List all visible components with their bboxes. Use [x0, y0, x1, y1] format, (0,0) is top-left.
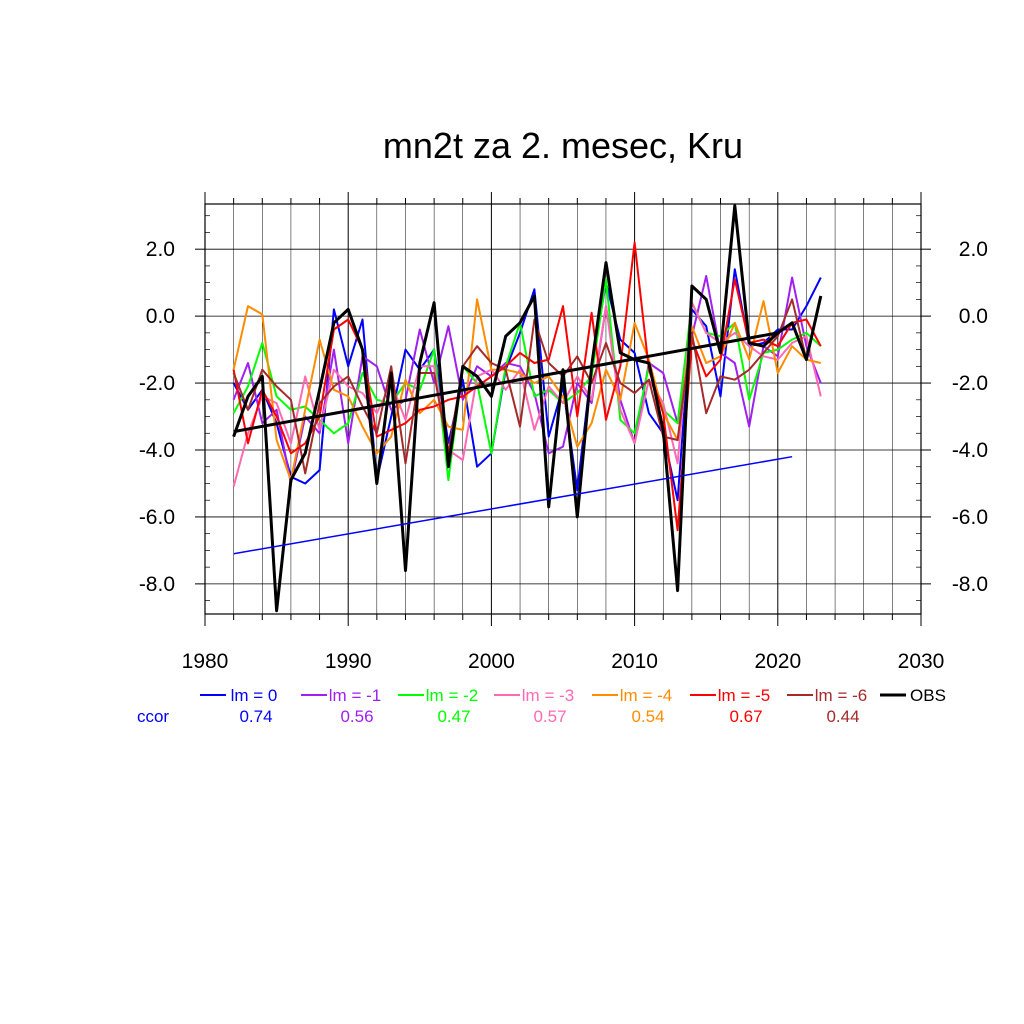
series-line — [232, 241, 822, 532]
y-tick-label-right: -4.0 — [952, 439, 988, 462]
y-tick-label-right: -2.0 — [952, 372, 988, 395]
y-tick-label-left: -2.0 — [139, 372, 175, 395]
legend-ccor-value: 0.56 — [340, 707, 373, 726]
legend-label: lm = -5 — [718, 686, 770, 705]
y-tick-label-left: -6.0 — [139, 506, 175, 529]
series-line — [232, 295, 822, 475]
legend-label: lm = -3 — [522, 686, 574, 705]
legend-label: lm = -6 — [815, 686, 867, 705]
legend-ccor-value: 0.74 — [239, 707, 272, 726]
x-tick-label: 2010 — [611, 650, 658, 673]
legend-ccor-value: 0.67 — [729, 707, 762, 726]
legend-ccor-value: 0.54 — [631, 707, 664, 726]
legend-label: lm = -4 — [620, 686, 672, 705]
grid — [205, 204, 921, 614]
x-tick-label: 2000 — [468, 650, 515, 673]
trend-lines — [233, 331, 793, 555]
x-tick-label: 1990 — [325, 650, 372, 673]
legend-ccor-value: 0.47 — [437, 707, 470, 726]
y-tick-label-right: -6.0 — [952, 506, 988, 529]
x-tick-label: 1980 — [182, 650, 229, 673]
chart-title: mn2t za 2. mesec, Kru — [383, 125, 743, 166]
y-tick-label-right: -8.0 — [952, 573, 988, 596]
plot-frame — [204, 203, 922, 615]
legend-label: lm = 0 — [231, 686, 278, 705]
series-line — [232, 204, 823, 613]
legend-ccor-value: 0.44 — [826, 707, 859, 726]
x-tick-label: 2030 — [898, 650, 945, 673]
legend-label: lm = -2 — [426, 686, 478, 705]
y-tick-label-right: 2.0 — [959, 238, 988, 261]
legend-ccor-value: 0.57 — [533, 707, 566, 726]
legend: lm = 0 0.74 lm = -1 0.56 lm = -2 0.47 lm = -3 0… — [200, 686, 946, 726]
trend-line — [233, 455, 793, 555]
y-tick-label-left: -8.0 — [139, 573, 175, 596]
y-tick-label-left: 2.0 — [146, 238, 175, 261]
axis-ticks — [195, 192, 931, 626]
y-tick-label-left: -4.0 — [139, 439, 175, 462]
tick-labels: 1980 1990 2000 2010 2020 2030 2.0 2.0 0.0 0.0 -2.0… — [139, 238, 988, 673]
x-tick-label: 2020 — [754, 650, 801, 673]
legend-label: lm = -1 — [329, 686, 381, 705]
legend-label: OBS — [910, 686, 946, 705]
ccor-label: ccor — [137, 707, 169, 726]
trend-line — [233, 331, 779, 434]
y-tick-label-right: 0.0 — [959, 305, 988, 328]
y-tick-label-left: 0.0 — [146, 305, 175, 328]
